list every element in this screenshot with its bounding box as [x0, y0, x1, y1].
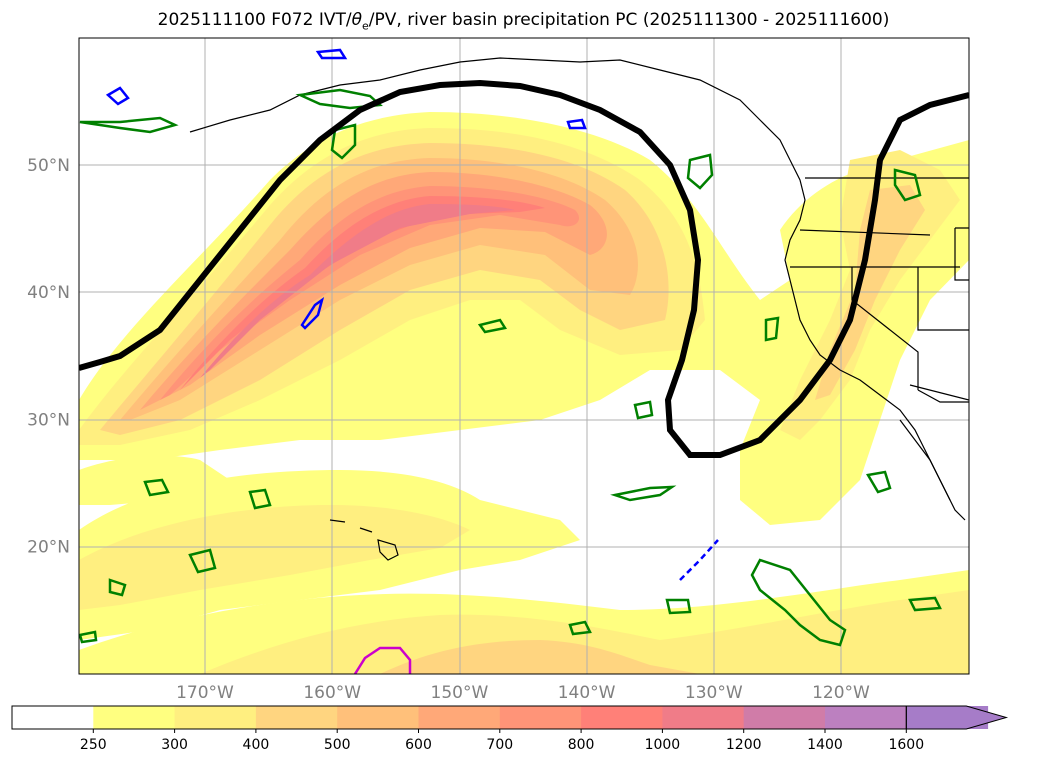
- pv-contour-19: [79, 630, 98, 644]
- theta-e-contour: [79, 79, 969, 458]
- colorbar-segment: [825, 706, 907, 729]
- state-border-ca-nv: [851, 267, 919, 390]
- pv-contour-8: [750, 558, 847, 647]
- colorbar-segment: [337, 706, 419, 729]
- colorbar-segment: [743, 706, 826, 729]
- colorbar-tick-label: 1000: [645, 737, 681, 753]
- state-border-ut: [954, 227, 969, 281]
- colorbar-segment: [499, 706, 582, 729]
- pv-contour-3: [330, 123, 357, 160]
- colorbar-segment: [93, 706, 176, 729]
- longitude-labels: 170°W 160°W 150°W 140°W 130°W 120°W: [176, 683, 870, 703]
- magenta-contour-1: [353, 646, 412, 674]
- lon-label: 120°W: [812, 683, 870, 703]
- colorbar: 250 300 400 500 600 700 800 1000 1200 1400 1600: [11, 705, 1009, 753]
- colorbar-tick-label: 400: [243, 737, 270, 753]
- lon-label: 130°W: [685, 683, 743, 703]
- graticule: [79, 38, 969, 674]
- colorbar-tick-label: 1200: [726, 737, 762, 753]
- colorbar-tick-label: 800: [568, 737, 595, 753]
- pv-contour-5: [477, 318, 508, 334]
- colorbar-extend-arrow: [905, 705, 1009, 730]
- colorbar-segment: [174, 706, 257, 729]
- pv-neg-contour-1: [105, 86, 130, 106]
- pv-contour-10: [908, 596, 942, 612]
- hawaii-islands: [329, 519, 399, 561]
- alaska-coast: [189, 57, 791, 161]
- plot-frame: [78, 37, 970, 675]
- lon-label: 170°W: [176, 683, 234, 703]
- colorbar-tick-label: 500: [324, 737, 351, 753]
- colorbar-tick-label: 250: [80, 737, 107, 753]
- ivt-shading: [79, 112, 969, 674]
- us-mexico-border: [909, 384, 969, 401]
- colorbar-tick-label: 1600: [888, 737, 924, 753]
- pv-contour-18: [893, 168, 922, 202]
- pv-contour-11: [665, 598, 692, 615]
- ivt-plume-main-1000: [200, 204, 515, 378]
- pv-contour-1: [79, 116, 179, 134]
- pv-contours-positive: [79, 88, 942, 647]
- colorbar-tick-label: 700: [486, 737, 513, 753]
- lat-label: 50°N: [27, 156, 70, 176]
- pv-contour-7: [610, 485, 677, 502]
- lon-label: 150°W: [431, 683, 489, 703]
- state-border-or-wa: [799, 229, 931, 236]
- pv-contour-6: [633, 400, 654, 420]
- pv-contour-9: [866, 470, 892, 494]
- lon-label: 140°W: [558, 683, 616, 703]
- pv-neg-contour-4: [300, 296, 325, 330]
- colorbar-tick-label: 300: [161, 737, 188, 753]
- colorbar-tick-label: 1400: [807, 737, 843, 753]
- lon-label: 160°W: [303, 683, 361, 703]
- pv-contours-negative: [105, 48, 719, 581]
- latitude-labels: 50°N 40°N 30°N 20°N: [27, 156, 70, 558]
- pv-contour-2: [295, 88, 383, 110]
- magenta-contours: [353, 646, 412, 674]
- pv-contour-4: [686, 153, 714, 190]
- ivt-plume-lower-300: [79, 505, 470, 610]
- pv-contour-14: [248, 488, 272, 510]
- coastlines: [189, 57, 969, 561]
- colorbar-segment: [255, 706, 338, 729]
- pv-neg-contour-2: [566, 118, 587, 130]
- state-border-nv-az: [917, 267, 969, 331]
- pv-contour-17: [764, 316, 780, 342]
- lat-label: 20°N: [27, 538, 70, 558]
- colorbar-segment: [581, 706, 663, 729]
- baja-coast: [899, 419, 951, 501]
- pv-contour-13: [143, 478, 170, 497]
- colorbar-frame: [11, 705, 907, 730]
- pv-contour-16: [108, 578, 127, 597]
- colorbar-segment: [418, 706, 501, 729]
- pv-contour-15: [568, 620, 592, 636]
- map-title: 2025111100 F072 IVT/θe/PV, river basin p…: [157, 10, 890, 33]
- lat-label: 30°N: [27, 410, 70, 430]
- pv-contour-12: [188, 548, 217, 574]
- colorbar-segment: [12, 706, 94, 729]
- state-border-ca-az: [917, 389, 969, 403]
- pv-neg-contour-3: [315, 48, 348, 60]
- colorbar-tick-label: 600: [405, 737, 432, 753]
- colorbar-segment: [662, 706, 745, 729]
- lat-label: 40°N: [27, 283, 70, 303]
